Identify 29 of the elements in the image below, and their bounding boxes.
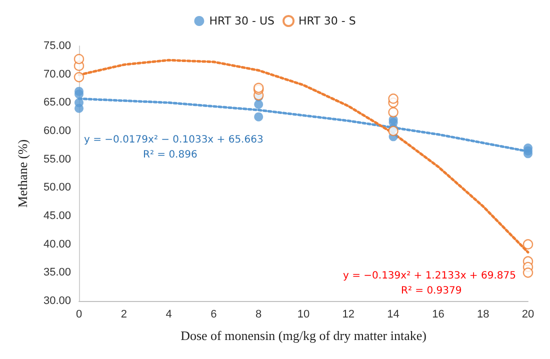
x-tick-label: 0 <box>76 308 82 320</box>
annotation: R² = 0.896 <box>143 150 198 160</box>
legend-label: HRT 30 - S <box>298 14 356 28</box>
y-tick-label: 70.00 <box>43 68 71 80</box>
y-tick-label: 65.00 <box>43 96 71 109</box>
x-tick-label: 10 <box>297 308 310 320</box>
x-tick-label: 4 <box>166 308 172 320</box>
x-tick-label: 16 <box>432 308 444 320</box>
x-axis-title: Dose of monensin (mg/kg of dry matter intake) <box>180 328 426 343</box>
y-tick-label: 55.00 <box>43 153 71 166</box>
y-tick-label: 35.00 <box>43 266 71 279</box>
y-axis-title: Methane (%) <box>15 139 30 208</box>
x-tick-label: 18 <box>476 308 490 320</box>
legend-label: HRT 30 - US <box>209 14 275 28</box>
x-tick-label: 2 <box>120 308 127 320</box>
x-tick-label: 14 <box>387 308 400 320</box>
y-tick-label: 60.00 <box>43 125 71 137</box>
y-tick-label: 45.00 <box>43 210 71 222</box>
x-tick-label: 12 <box>342 308 355 320</box>
annotation: R² = 0.9379 <box>401 286 462 296</box>
annotation: y = −0.0179x² − 0.1033x + 65.663 <box>84 134 264 146</box>
y-tick-label: 30.00 <box>43 295 71 307</box>
x-tick-label: 8 <box>256 308 262 320</box>
annotation: y = −0.139x² + 1.2133x + 69.875 <box>343 270 516 282</box>
y-tick-label: 40.00 <box>43 238 71 250</box>
y-tick-label: 75.00 <box>43 40 71 52</box>
x-tick-label: 20 <box>522 308 534 320</box>
y-tick-label: 50.00 <box>43 182 71 194</box>
x-tick-label: 6 <box>210 308 217 320</box>
